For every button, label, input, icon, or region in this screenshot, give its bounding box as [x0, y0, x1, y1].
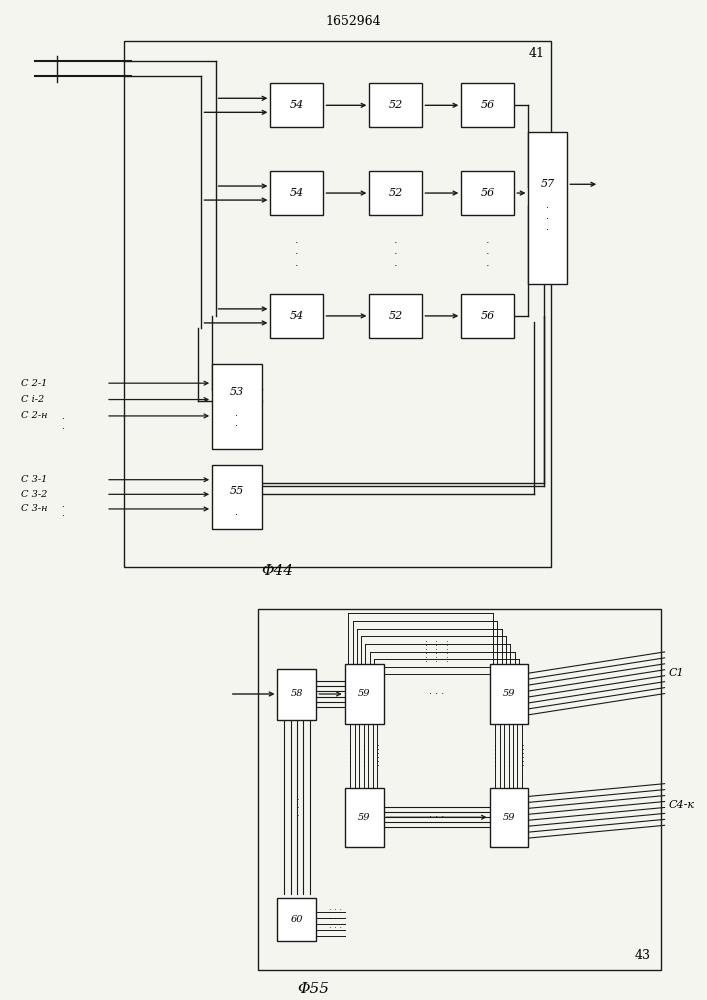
Text: 43: 43	[634, 949, 650, 962]
Bar	[270, 171, 324, 215]
Bar	[489, 664, 529, 724]
Text: · · ·: · · ·	[429, 689, 444, 699]
Bar	[370, 171, 423, 215]
Text: · · ·: · · ·	[429, 812, 444, 822]
Bar	[277, 898, 316, 940]
Bar	[461, 171, 515, 215]
Bar	[370, 294, 423, 338]
Text: 1652964: 1652964	[326, 15, 381, 28]
Text: C 2-1: C 2-1	[21, 379, 47, 388]
Bar	[345, 788, 383, 847]
Text: 56: 56	[481, 188, 495, 198]
Bar	[461, 294, 515, 338]
Text: C 3-1: C 3-1	[21, 475, 47, 484]
Text: ·
·: · ·	[62, 415, 65, 434]
Text: 56: 56	[481, 100, 495, 110]
Text: 59: 59	[358, 690, 370, 698]
Bar	[212, 364, 262, 449]
Text: 41: 41	[528, 47, 544, 60]
Text: 54: 54	[290, 188, 304, 198]
Text: ·
·
·: · · ·	[486, 238, 490, 271]
Text: 56: 56	[481, 311, 495, 321]
Text: · · ·
· · ·
· · ·: · · · · · · · · ·	[329, 906, 342, 933]
Bar	[461, 83, 515, 127]
Text: C4-к: C4-к	[668, 800, 694, 810]
Bar	[277, 669, 316, 720]
Text: ·
·
·: · · ·	[547, 204, 549, 235]
Text: :
:
:: : : :	[508, 743, 510, 768]
Text: C 2-н: C 2-н	[21, 411, 47, 420]
Text: :
:
:: : : :	[363, 743, 366, 768]
Text: ·
·
·: · · ·	[394, 238, 398, 271]
Bar	[258, 609, 661, 970]
Text: C 3-н: C 3-н	[21, 504, 47, 513]
Text: C i-2: C i-2	[21, 395, 45, 404]
Bar	[270, 294, 324, 338]
Text: 59: 59	[358, 813, 370, 822]
Text: :
:
:: : : :	[446, 639, 448, 664]
Text: Φ44: Φ44	[262, 564, 293, 578]
Text: 53: 53	[230, 387, 244, 397]
Text: 52: 52	[389, 311, 403, 321]
Text: 57: 57	[541, 179, 555, 189]
Text: C1: C1	[668, 668, 684, 678]
Text: 60: 60	[291, 915, 303, 924]
Text: C 3-2: C 3-2	[21, 490, 47, 499]
Text: :
:
:: : : :	[522, 743, 525, 768]
Text: 52: 52	[389, 188, 403, 198]
Text: :
:
:: : : :	[493, 743, 496, 768]
Text: :
:
:: : : :	[436, 639, 438, 664]
Text: ·
·: · ·	[235, 411, 238, 431]
Bar	[529, 132, 568, 284]
Bar	[212, 465, 262, 529]
Bar	[345, 664, 383, 724]
Text: 59: 59	[503, 690, 515, 698]
Text: :
:
:: : : :	[425, 639, 427, 664]
Bar	[370, 83, 423, 127]
Text: Φ55: Φ55	[297, 982, 329, 996]
Text: 55: 55	[230, 486, 244, 496]
Bar	[489, 788, 529, 847]
Text: 54: 54	[290, 311, 304, 321]
Text: 58: 58	[291, 690, 303, 698]
Bar	[124, 41, 551, 567]
Text: :
:
:: : : :	[349, 743, 351, 768]
Text: ·
·
·: · · ·	[296, 796, 298, 822]
Text: ·
·
·: · · ·	[295, 238, 299, 271]
Text: ·
·: · ·	[62, 502, 65, 521]
Bar	[270, 83, 324, 127]
Text: 54: 54	[290, 100, 304, 110]
Text: ·: ·	[235, 510, 238, 520]
Text: 52: 52	[389, 100, 403, 110]
Text: :
:
:: : : :	[377, 743, 380, 768]
Text: 59: 59	[503, 813, 515, 822]
